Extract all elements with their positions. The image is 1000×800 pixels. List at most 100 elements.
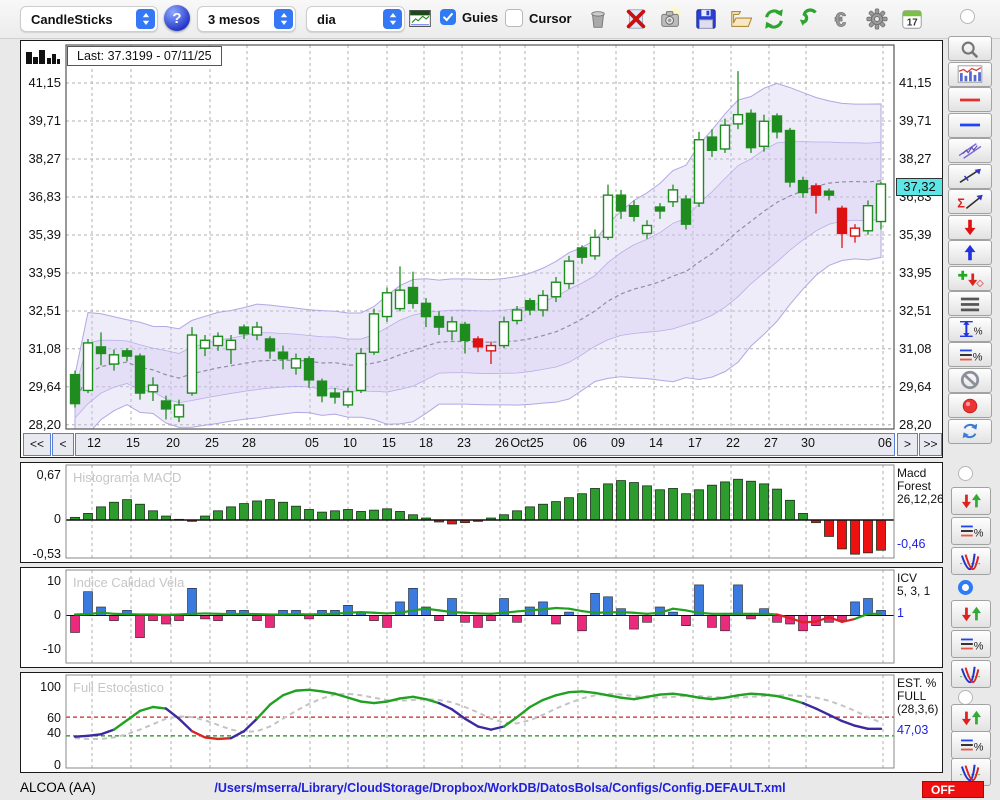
macd-bar [746, 480, 756, 521]
buy-arrow-tool-button[interactable] [948, 240, 992, 265]
record-tool-icon [962, 398, 978, 413]
signals-tool-button[interactable] [948, 265, 992, 291]
icv-curve-fit-button[interactable] [951, 660, 991, 688]
disable-tool-button[interactable] [948, 367, 992, 393]
trendline-tool-button[interactable] [948, 163, 992, 189]
currency-button[interactable]: € [830, 5, 858, 33]
macd-bar [850, 519, 860, 555]
icv-bar [694, 584, 704, 616]
chart-type-value: CandleSticks [31, 11, 113, 27]
settings-button[interactable] [863, 5, 891, 33]
macd-bar [772, 488, 782, 521]
interval-select[interactable]: dia [306, 6, 405, 32]
period-select[interactable]: 3 mesos [197, 6, 296, 32]
stochastic-title: Full Estocastico [73, 680, 165, 695]
price-label: 35,39 [28, 227, 61, 242]
macd-curve-fit-button[interactable] [951, 547, 991, 575]
candlestick-chart[interactable] [21, 41, 941, 431]
scroll-first-button[interactable]: << [23, 433, 51, 456]
red-hline-tool-button[interactable] [948, 87, 992, 112]
blue-hline-tool-button[interactable] [948, 112, 992, 138]
cursor-checkbox[interactable]: Cursor [505, 9, 572, 27]
icv-bar [96, 606, 106, 616]
macd-percent-lines-button[interactable]: % [951, 517, 991, 545]
delete-button[interactable] [622, 5, 650, 33]
macd-bar [525, 506, 535, 521]
sigma-trendline-tool-button[interactable]: Σ [948, 189, 992, 214]
macd-bar [356, 511, 366, 521]
toolbar-radio[interactable] [960, 9, 975, 24]
zoom-tool-button[interactable] [948, 36, 992, 61]
help-button[interactable]: ? [164, 5, 190, 31]
scroll-prev-button[interactable]: < [52, 433, 74, 456]
current-price-tag: 37,32 [896, 178, 943, 196]
undo-button[interactable] [795, 5, 823, 33]
macd-bar [564, 497, 574, 521]
date-axis[interactable]: 12 15 20 25 28 05 10 15 18 23 26 Oct25 06 09 14 17 22 27 3… [75, 433, 895, 456]
price-label: 28,20 [899, 416, 932, 432]
guies-label: Guies [462, 9, 499, 25]
levels-tool-button[interactable] [948, 291, 992, 316]
percent-lines-tool-icon: % [960, 349, 983, 363]
icv-value: 1 [897, 606, 904, 620]
channel-tool-button[interactable] [948, 138, 992, 163]
macd-signal-arrows-button[interactable] [951, 487, 991, 515]
vertical-range-tool-button[interactable]: % [948, 316, 992, 342]
signals-tool-icon [958, 270, 984, 288]
price-label: 32,51 [899, 303, 932, 318]
date-label: 22 [726, 436, 740, 450]
snapshot-button[interactable] [657, 5, 685, 33]
svg-text:%: % [974, 326, 983, 337]
icv-bar [382, 615, 392, 628]
icv-title: Indice Calidad Vela [73, 575, 185, 590]
macd-bar [655, 489, 665, 521]
stoch-radio[interactable] [958, 690, 973, 705]
chart-type-select[interactable]: CandleSticks [20, 6, 158, 32]
mini-chart-button[interactable] [408, 8, 432, 28]
icv-percent-lines-button[interactable]: % [951, 630, 991, 658]
percent-lines-tool-button[interactable]: % [948, 342, 992, 367]
date-label: 06 [573, 436, 587, 450]
macd-bar [317, 511, 327, 521]
scroll-next-button[interactable]: > [897, 433, 918, 456]
price-label: 36,83 [28, 189, 61, 204]
calendar-button[interactable]: 17 [898, 5, 926, 33]
macd-bar [382, 508, 392, 521]
icv-radio[interactable] [958, 580, 973, 595]
price-chart-tool-button[interactable] [948, 61, 992, 87]
icv-bar [460, 615, 470, 623]
date-label: 10 [343, 436, 357, 450]
axis-label: 0 [54, 757, 61, 772]
macd-bar [330, 510, 340, 521]
icv-histogram [65, 569, 895, 664]
undo-swirl-icon [799, 8, 817, 26]
sync-tool-icon [962, 423, 978, 439]
trash-button[interactable] [584, 5, 612, 33]
macd-bar [668, 488, 678, 521]
sync-tool-button[interactable] [948, 418, 992, 444]
date-label: 18 [419, 436, 433, 450]
icv-signal-arrows-button[interactable] [951, 600, 991, 628]
axis-label: 0 [54, 607, 61, 622]
svg-text:%: % [973, 351, 983, 363]
guies-checkbox[interactable]: Guies [440, 9, 498, 25]
save-button[interactable] [692, 5, 720, 33]
date-label: 30 [801, 436, 815, 450]
icv-bar [733, 584, 743, 616]
stochastic-chart [65, 674, 895, 769]
sell-arrow-tool-button[interactable] [948, 214, 992, 240]
record-tool-button[interactable] [948, 393, 992, 418]
scroll-last-button[interactable]: >> [919, 433, 942, 456]
macd-bar [109, 501, 119, 521]
icv-bar [265, 615, 275, 628]
stoch-signal-arrows-button[interactable] [951, 704, 991, 732]
open-button[interactable] [727, 5, 755, 33]
refresh-button[interactable] [760, 5, 788, 33]
off-button[interactable]: OFF [922, 781, 984, 798]
date-label: 12 [87, 436, 101, 450]
volume-histogram-icon[interactable] [25, 48, 61, 70]
macd-bar [876, 519, 886, 551]
macd-bar [603, 483, 613, 521]
macd-radio[interactable] [958, 466, 973, 481]
stoch-percent-lines-button[interactable]: % [951, 731, 991, 759]
